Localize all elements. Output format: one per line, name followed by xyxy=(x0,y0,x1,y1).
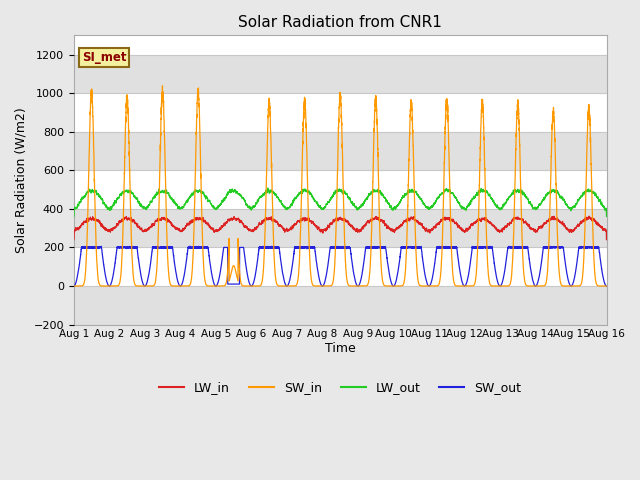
SW_out xyxy=(460,282,467,288)
Line: LW_out: LW_out xyxy=(74,188,607,216)
Legend: LW_in, SW_in, LW_out, SW_out: LW_in, SW_in, LW_out, SW_out xyxy=(154,376,526,399)
Line: LW_in: LW_in xyxy=(74,216,607,240)
LW_in xyxy=(322,227,330,232)
SW_in xyxy=(70,283,77,289)
LW_out xyxy=(70,214,77,219)
SW_in xyxy=(580,246,588,252)
SW_out xyxy=(474,245,482,251)
LW_in xyxy=(474,217,482,223)
SW_in xyxy=(251,283,259,289)
Line: SW_out: SW_out xyxy=(74,246,607,286)
LW_out xyxy=(264,185,271,191)
LW_in xyxy=(586,213,593,219)
LW_out xyxy=(603,214,611,219)
SW_in xyxy=(159,83,166,89)
SW_in xyxy=(322,283,330,289)
SW_out xyxy=(70,283,77,289)
LW_out xyxy=(251,204,259,209)
SW_out xyxy=(603,283,611,289)
SW_out xyxy=(574,254,582,260)
SW_out xyxy=(322,274,330,280)
LW_out xyxy=(574,197,582,203)
Line: SW_in: SW_in xyxy=(74,86,607,286)
Bar xyxy=(74,132,607,170)
LW_in xyxy=(603,237,611,242)
SW_in xyxy=(603,283,611,289)
LW_out xyxy=(474,189,482,195)
LW_out xyxy=(580,190,588,195)
X-axis label: Time: Time xyxy=(324,342,356,355)
SW_out xyxy=(186,243,194,249)
Y-axis label: Solar Radiation (W/m2): Solar Radiation (W/m2) xyxy=(15,107,28,253)
LW_in xyxy=(251,226,259,231)
LW_in xyxy=(573,223,581,228)
LW_in xyxy=(460,228,467,233)
LW_out xyxy=(322,202,330,207)
LW_out xyxy=(460,206,467,212)
SW_out xyxy=(251,274,259,280)
Bar xyxy=(74,286,607,324)
LW_in xyxy=(70,237,77,242)
Bar xyxy=(74,209,607,247)
SW_in xyxy=(474,224,482,230)
SW_in xyxy=(460,283,467,289)
Bar xyxy=(74,55,607,93)
Text: SI_met: SI_met xyxy=(82,51,126,64)
SW_out xyxy=(580,245,588,251)
SW_in xyxy=(574,283,582,289)
LW_in xyxy=(580,218,588,224)
Title: Solar Radiation from CNR1: Solar Radiation from CNR1 xyxy=(238,15,442,30)
